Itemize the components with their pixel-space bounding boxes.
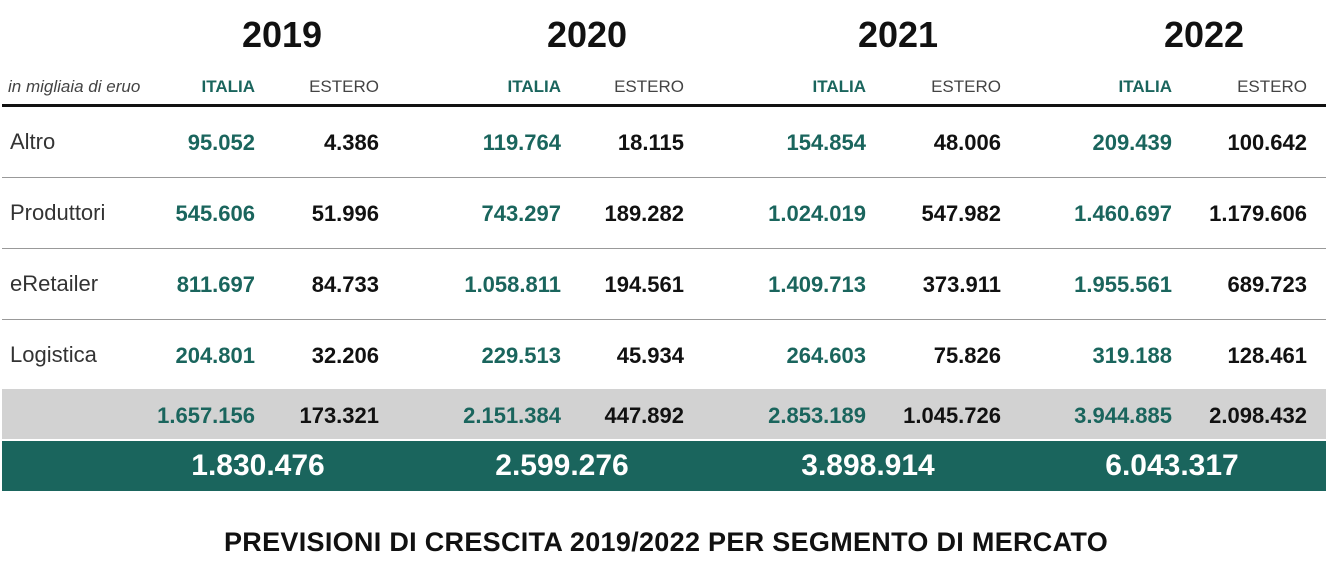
subtotal-row: 1.657.156 173.321 2.151.384 447.892 2.853.18… xyxy=(2,389,1326,439)
year-header-row: 2019 2020 2021 2022 xyxy=(0,14,1332,62)
estero-value: 100.642 xyxy=(1227,130,1307,155)
total-value: 1.830.476 xyxy=(191,449,325,482)
table-row: Altro 95.052 4.386 119.764 18.115 154.854 48.0… xyxy=(2,107,1326,178)
year-header: 2022 xyxy=(1163,14,1245,55)
chart-caption: PREVISIONI DI CRESCITA 2019/2022 PER SEG… xyxy=(223,527,1109,557)
italia-value: 154.854 xyxy=(786,130,866,155)
italia-subtotal: 3.944.885 xyxy=(1074,403,1172,428)
total-value: 3.898.914 xyxy=(801,449,935,482)
estero-subtotal: 447.892 xyxy=(604,403,684,428)
estero-header: ESTERO xyxy=(614,77,684,96)
estero-value: 547.982 xyxy=(921,201,1001,226)
estero-value: 75.826 xyxy=(933,343,1001,368)
italia-value: 811.697 xyxy=(176,272,255,297)
total-value: 6.043.317 xyxy=(1105,449,1239,482)
table-row: Produttori 545.606 51.996 743.297 189.282 1.0… xyxy=(2,178,1326,249)
italia-subtotal: 2.151.384 xyxy=(463,403,561,428)
column-header-row: in migliaia di eruo ITALIA ESTERO ITALIA… xyxy=(0,74,1332,102)
italia-header: ITALIA xyxy=(201,77,255,96)
estero-subtotal: 1.045.726 xyxy=(903,403,1001,428)
row-label: eRetailer xyxy=(10,271,99,296)
total-row: 1.830.476 2.599.276 3.898.914 6.043.317 xyxy=(2,441,1326,491)
estero-header: ESTERO xyxy=(931,77,1001,96)
table-row: Logistica 204.801 32.206 229.513 45.934 264.6… xyxy=(2,320,1326,391)
header-divider xyxy=(2,104,1326,107)
row-label: Produttori xyxy=(10,200,106,225)
italia-value: 209.439 xyxy=(1092,130,1172,155)
estero-subtotal: 173.321 xyxy=(299,403,379,428)
unit-label: in migliaia di eruo xyxy=(8,77,141,96)
year-header: 2019 xyxy=(241,14,323,55)
estero-value: 189.282 xyxy=(604,201,684,226)
estero-value: 689.723 xyxy=(1227,272,1307,297)
italia-value: 1.058.811 xyxy=(464,272,561,297)
estero-value: 45.934 xyxy=(616,343,684,368)
italia-value: 1.024.019 xyxy=(768,201,866,226)
italia-value: 1.409.713 xyxy=(768,272,866,297)
estero-value: 51.996 xyxy=(311,201,379,226)
italia-header: ITALIA xyxy=(812,77,866,96)
estero-header: ESTERO xyxy=(1237,77,1307,96)
estero-value: 128.461 xyxy=(1227,343,1307,368)
estero-value: 4.386 xyxy=(323,130,379,155)
italia-header: ITALIA xyxy=(1118,77,1172,96)
italia-subtotal: 2.853.189 xyxy=(768,403,866,428)
italia-value: 743.297 xyxy=(481,201,561,226)
row-label: Logistica xyxy=(10,342,97,367)
italia-value: 319.188 xyxy=(1092,343,1172,368)
estero-value: 32.206 xyxy=(311,343,379,368)
italia-header: ITALIA xyxy=(507,77,561,96)
estero-header: ESTERO xyxy=(309,77,379,96)
italia-value: 264.603 xyxy=(786,343,866,368)
estero-value: 194.561 xyxy=(604,272,684,297)
year-header: 2021 xyxy=(857,14,939,55)
table-row: eRetailer 811.697 84.733 1.058.811 194.561 1.… xyxy=(2,249,1326,320)
row-label: Altro xyxy=(10,129,56,154)
total-value: 2.599.276 xyxy=(495,449,629,482)
italia-value: 204.801 xyxy=(175,343,255,368)
estero-value: 373.911 xyxy=(922,272,1001,297)
estero-value: 84.733 xyxy=(311,272,379,297)
estero-value: 18.115 xyxy=(617,130,684,155)
italia-value: 229.513 xyxy=(481,343,561,368)
estero-value: 48.006 xyxy=(933,130,1001,155)
italia-value: 95.052 xyxy=(187,130,255,155)
italia-value: 1.955.561 xyxy=(1074,272,1172,297)
year-header: 2020 xyxy=(546,14,628,55)
italia-subtotal: 1.657.156 xyxy=(157,403,255,428)
estero-value: 1.179.606 xyxy=(1209,201,1307,226)
estero-subtotal: 2.098.432 xyxy=(1209,403,1307,428)
italia-value: 1.460.697 xyxy=(1074,201,1172,226)
italia-value: 545.606 xyxy=(175,201,255,226)
italia-value: 119.764 xyxy=(482,130,561,155)
